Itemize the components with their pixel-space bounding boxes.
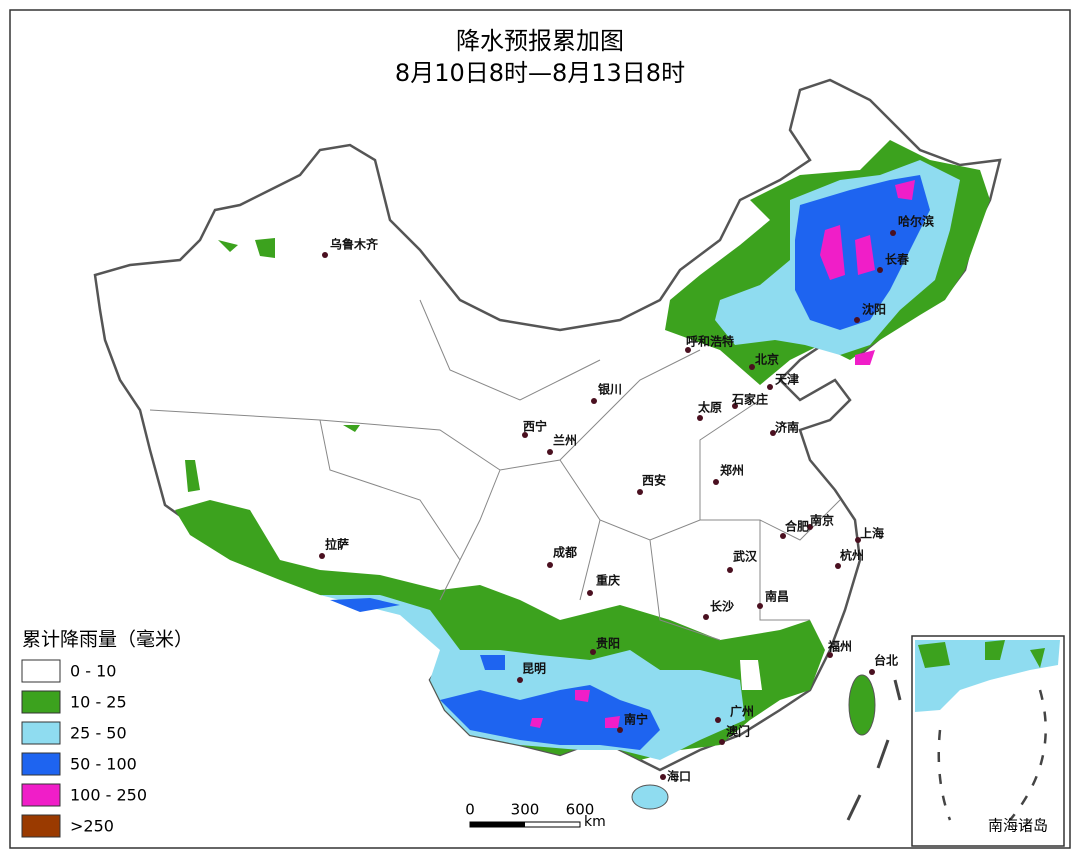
inset: 南海诸岛 bbox=[911, 635, 1065, 847]
city-label: 天津 bbox=[775, 372, 799, 387]
legend: 累计降雨量（毫米） 0 - 10 10 - 25 25 - 50 50 - 100 10… bbox=[21, 629, 193, 838]
city-label: 上海 bbox=[860, 526, 884, 541]
city-label: 合肥 bbox=[785, 519, 809, 534]
legend-label: 0 - 10 bbox=[70, 662, 116, 681]
city-label: 南昌 bbox=[765, 589, 789, 604]
nine-dash bbox=[846, 679, 902, 821]
city-label: 太原 bbox=[698, 400, 722, 415]
legend-label: 100 - 250 bbox=[70, 786, 147, 805]
legend-swatch bbox=[21, 752, 61, 776]
city-label: 沈阳 bbox=[862, 302, 886, 317]
city-label: 拉萨 bbox=[325, 537, 349, 552]
legend-swatch bbox=[21, 659, 61, 683]
legend-label: 10 - 25 bbox=[70, 693, 127, 712]
city-label: 杭州 bbox=[840, 548, 864, 563]
legend-title: 累计降雨量（毫米） bbox=[22, 629, 193, 651]
title: 降水预报累加图 bbox=[456, 27, 624, 55]
city-label: 台北 bbox=[874, 653, 898, 668]
city-label: 乌鲁木齐 bbox=[330, 237, 379, 252]
scale-label: 300 bbox=[511, 801, 540, 819]
city-label: 长沙 bbox=[710, 599, 734, 614]
legend-swatch bbox=[21, 690, 61, 714]
city-label: 南宁 bbox=[624, 712, 648, 727]
city-label: 呼和浩特 bbox=[686, 334, 734, 349]
legend-swatch bbox=[21, 721, 61, 745]
city-label: 成都 bbox=[553, 545, 577, 560]
legend-label: >250 bbox=[70, 817, 114, 836]
city-label: 兰州 bbox=[553, 433, 577, 448]
city-label: 哈尔滨 bbox=[898, 214, 934, 229]
rain-areas bbox=[175, 140, 990, 810]
city-label: 海口 bbox=[667, 769, 691, 784]
city-label: 贵阳 bbox=[596, 636, 620, 651]
city-label: 重庆 bbox=[596, 573, 620, 588]
city-label: 广州 bbox=[730, 704, 754, 719]
legend-swatch bbox=[21, 783, 61, 807]
province-lines bbox=[149, 299, 841, 641]
city-label: 西安 bbox=[642, 473, 666, 488]
city-label: 武汉 bbox=[733, 549, 758, 564]
city-label: 西宁 bbox=[523, 419, 547, 434]
city-label: 昆明 bbox=[522, 662, 546, 676]
city-label: 郑州 bbox=[720, 463, 744, 478]
scale-label: 0 bbox=[465, 801, 475, 819]
legend-label: 25 - 50 bbox=[70, 724, 127, 743]
city-label: 长春 bbox=[885, 252, 910, 267]
city-label: 福州 bbox=[827, 639, 852, 654]
scale-label: 600 bbox=[566, 801, 595, 819]
inset-label: 南海诸岛 bbox=[988, 817, 1048, 835]
city-label: 石家庄 bbox=[731, 392, 768, 407]
city-label: 济南 bbox=[775, 420, 799, 435]
city-label: 南京 bbox=[810, 513, 834, 528]
subtitle: 8月10日8时—8月13日8时 bbox=[395, 59, 685, 87]
legend-label: 50 - 100 bbox=[70, 755, 137, 774]
city-dots bbox=[319, 230, 896, 780]
legend-swatch bbox=[21, 814, 61, 838]
city-label: 澳门 bbox=[726, 724, 750, 739]
scale-unit: km bbox=[584, 814, 606, 830]
city-label: 北京 bbox=[755, 352, 779, 367]
city-label: 银川 bbox=[598, 382, 622, 397]
